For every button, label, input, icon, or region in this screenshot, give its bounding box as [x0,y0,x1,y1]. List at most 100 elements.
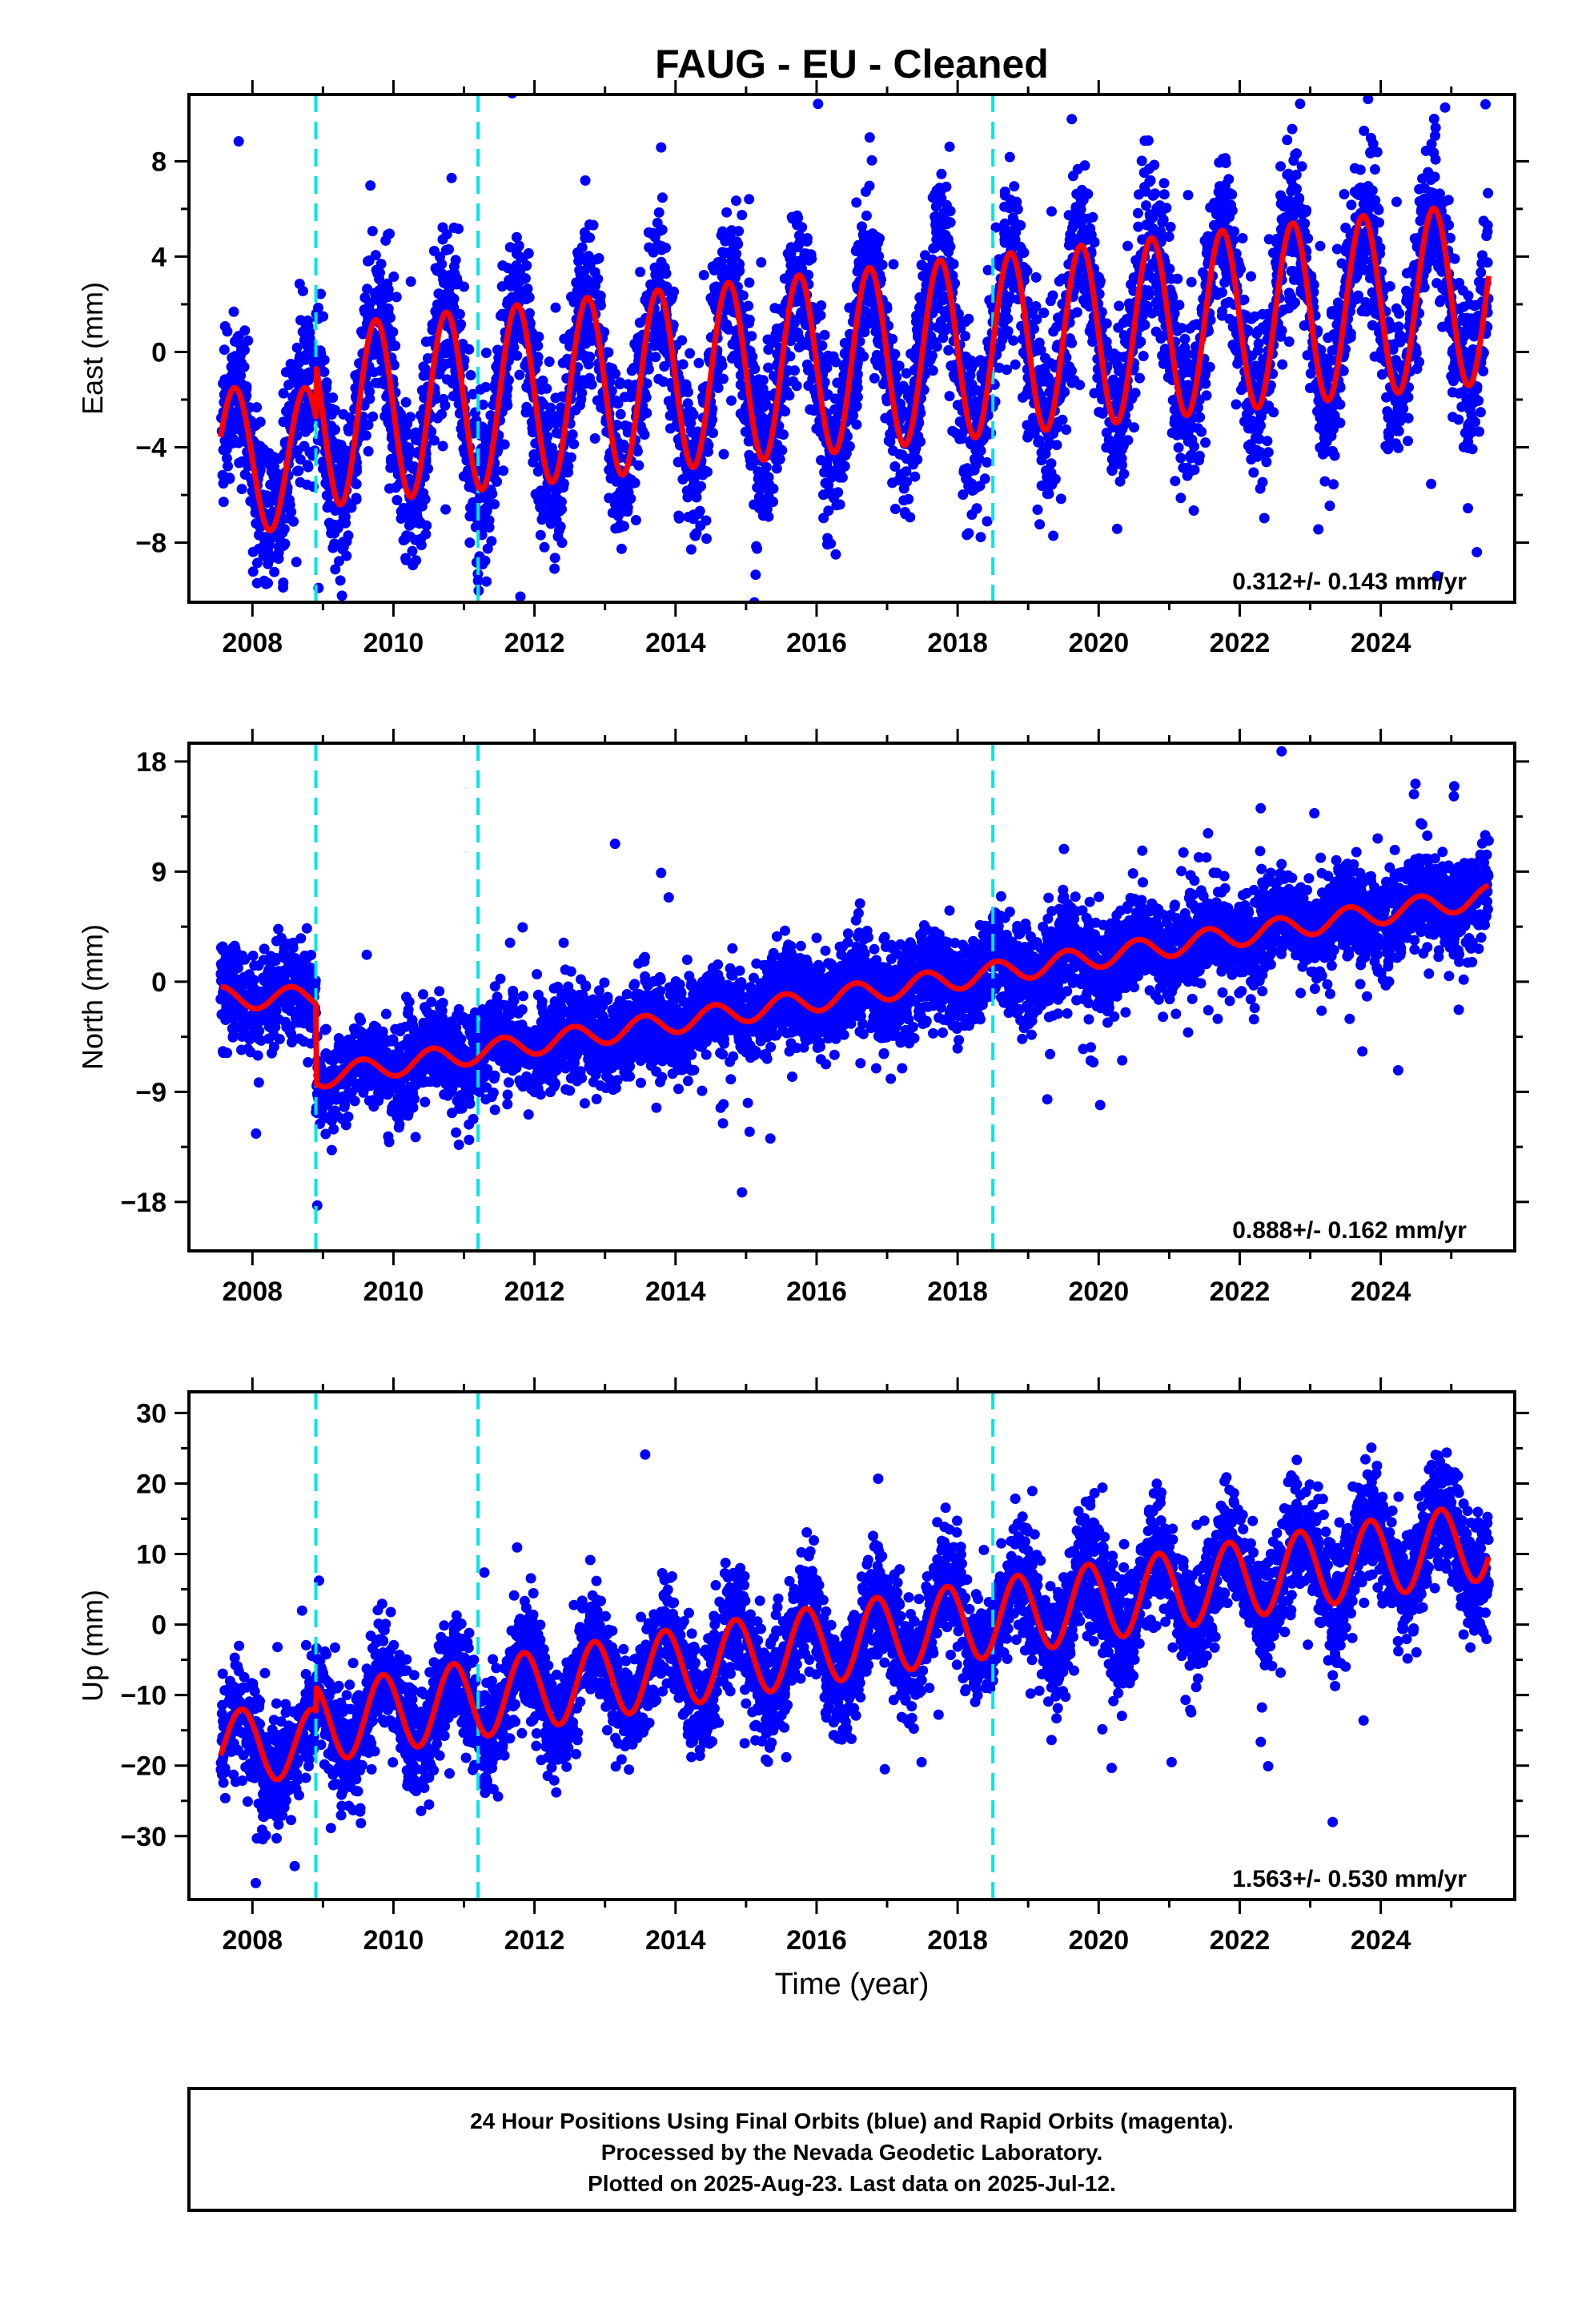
data-point [521,381,532,392]
data-point [1111,523,1122,534]
data-point [746,331,757,342]
data-point [1431,278,1443,289]
data-point [291,342,303,353]
data-point [1022,420,1033,431]
data-point [218,478,229,489]
data-point [255,464,266,476]
data-point [1042,440,1054,451]
data-point [922,269,934,280]
data-point [1258,354,1269,365]
data-point [685,544,697,555]
data-point [750,569,761,581]
data-point [982,456,993,468]
data-point [916,259,927,271]
data-point [1451,372,1462,383]
data-point [822,389,833,400]
data-point [533,495,544,506]
data-point [1391,196,1402,207]
data-point [1161,203,1172,214]
data-point [1043,432,1054,443]
data-point [235,370,247,381]
data-point [288,516,299,527]
data-point [535,529,546,541]
data-point [889,504,901,514]
data-point [813,99,824,110]
data-point [444,243,454,255]
data-point [410,427,421,438]
data-point [428,245,440,256]
data-point [563,460,574,472]
data-point [1466,325,1477,336]
data-point [512,243,522,254]
data-point [329,528,340,539]
data-point [1430,131,1440,141]
data-point [1216,310,1227,321]
data-point [362,283,373,295]
data-point [496,281,508,292]
data-point [1381,392,1391,403]
data-point [384,483,395,494]
data-point [1315,240,1326,251]
data-point [278,388,289,399]
data-point [1255,483,1266,494]
data-point [1186,276,1197,287]
data-point [391,495,403,505]
data-point [1443,195,1454,206]
data-point [1158,178,1170,189]
data-point [689,438,701,449]
data-point [1304,383,1315,393]
data-point [1277,359,1288,370]
data-point [1126,279,1137,290]
data-point [761,476,772,487]
data-point [1426,478,1437,489]
data-point [1008,335,1019,346]
data-point [1261,456,1272,468]
data-point [1133,221,1144,232]
data-point [1185,433,1196,444]
data-point [1331,243,1343,255]
data-point [1476,258,1488,269]
data-point [269,566,280,577]
data-point [832,377,843,388]
data-point [661,243,671,253]
data-point [1219,277,1231,288]
data-point [773,427,785,438]
data-point [1061,424,1072,435]
data-point [596,300,606,311]
data-point [277,541,288,552]
data-point [1158,189,1170,200]
data-point [270,531,281,542]
data-point [335,575,346,586]
data-point [630,515,641,525]
data-point [273,453,284,464]
data-point [938,332,949,344]
data-point [584,335,595,346]
data-point [440,504,452,515]
data-point [1294,192,1305,203]
data-point [1052,422,1063,433]
data-point [611,420,622,431]
data-point [411,555,422,566]
data-point [966,379,978,390]
data-point [944,391,955,402]
data-point [1067,171,1078,182]
data-point [1296,161,1307,172]
data-point [338,511,349,522]
data-point [558,478,569,489]
data-point [1132,207,1143,219]
data-point [942,219,953,230]
data-point [1034,364,1045,376]
data-point [219,344,230,356]
data-point [557,357,568,368]
data-point [633,460,644,471]
data-point [701,515,712,526]
data-point [958,489,969,501]
data-point [1046,458,1057,469]
data-point [549,553,560,564]
data-point [291,465,303,476]
data-point [375,259,387,270]
data-point [588,219,599,231]
data-point [1463,503,1473,514]
data-point [589,433,600,444]
